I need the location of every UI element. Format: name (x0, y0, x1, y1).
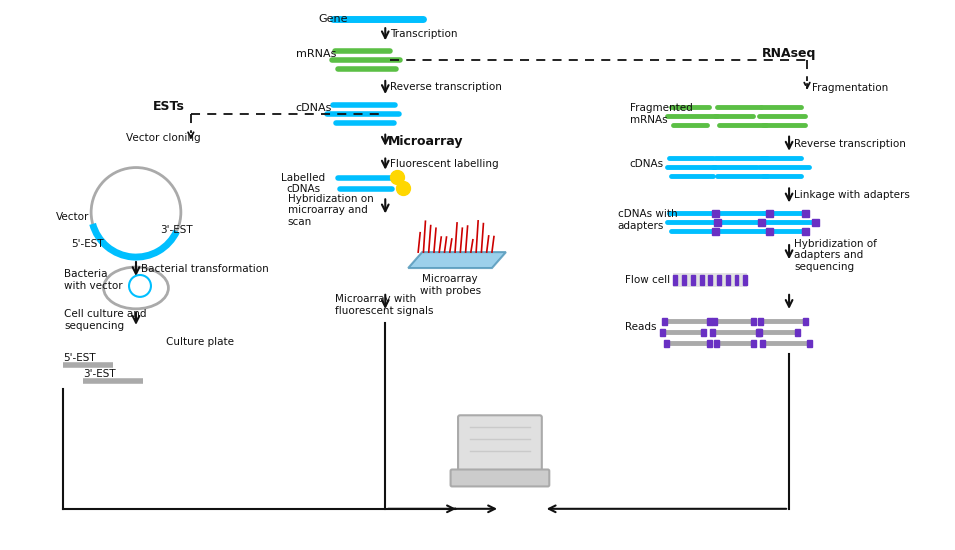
Bar (734, 275, 738, 285)
Bar (812, 219, 819, 226)
Text: Fragmented
mRNAs: Fragmented mRNAs (629, 103, 692, 125)
Text: RNAseq: RNAseq (762, 47, 817, 59)
Text: Vector: Vector (56, 212, 90, 222)
Text: Linkage with adapters: Linkage with adapters (794, 190, 910, 200)
Bar (714, 219, 721, 226)
Text: 3'-EST: 3'-EST (83, 370, 116, 379)
Text: Bacterial transformation: Bacterial transformation (141, 264, 268, 274)
Text: Labelled
cDNAs: Labelled cDNAs (282, 173, 326, 194)
Bar (663, 318, 668, 324)
Text: 3'-EST: 3'-EST (159, 226, 193, 235)
Bar (673, 275, 677, 285)
Text: cDNAs: cDNAs (295, 103, 332, 113)
Text: Reverse transcription: Reverse transcription (794, 139, 906, 148)
Bar (682, 275, 686, 285)
Text: Hybridization on
microarray and
scan: Hybridization on microarray and scan (287, 194, 373, 227)
Bar (752, 318, 756, 324)
Bar (758, 318, 763, 324)
Bar (711, 329, 715, 336)
Bar (758, 219, 765, 226)
Bar (712, 228, 719, 235)
Text: Fragmentation: Fragmentation (812, 83, 888, 93)
Text: Bacteria
with vector: Bacteria with vector (64, 269, 123, 291)
Bar (803, 318, 808, 324)
Bar (757, 329, 762, 336)
Text: ESTs: ESTs (153, 100, 185, 113)
Text: cDNAs with
adapters: cDNAs with adapters (618, 210, 677, 231)
Text: Microarray with
fluorescent signals: Microarray with fluorescent signals (335, 294, 434, 316)
Bar (743, 275, 747, 285)
Text: Reads: Reads (625, 322, 656, 332)
Bar (661, 329, 666, 336)
Bar (726, 275, 730, 285)
Polygon shape (408, 252, 506, 268)
Text: Microarray: Microarray (389, 135, 464, 148)
Bar (708, 318, 712, 324)
Bar (712, 210, 719, 217)
Bar (752, 340, 756, 346)
Bar (700, 275, 704, 285)
Bar (802, 228, 809, 235)
Bar (807, 340, 812, 346)
Text: Fluorescent labelling: Fluorescent labelling (391, 159, 499, 169)
Bar (760, 340, 765, 346)
Text: Flow cell: Flow cell (625, 275, 669, 285)
Bar (796, 329, 800, 336)
FancyBboxPatch shape (451, 470, 549, 486)
Bar (802, 210, 809, 217)
Text: mRNAs: mRNAs (295, 49, 336, 59)
Text: Culture plate: Culture plate (166, 337, 234, 346)
Text: Reverse transcription: Reverse transcription (391, 82, 502, 92)
Text: Gene: Gene (318, 14, 348, 24)
Bar (665, 340, 669, 346)
Bar (712, 318, 717, 324)
Bar (766, 210, 774, 217)
Text: Hybridization of
adapters and
sequencing: Hybridization of adapters and sequencing (794, 239, 877, 272)
Text: Microarray
with probes: Microarray with probes (419, 274, 480, 295)
Text: Cell culture and
sequencing: Cell culture and sequencing (64, 309, 147, 331)
Text: cDNAs: cDNAs (629, 158, 664, 168)
Bar (717, 275, 721, 285)
Bar (709, 275, 712, 285)
Text: Transcription: Transcription (391, 29, 457, 39)
Text: Vector cloning: Vector cloning (126, 133, 201, 142)
Bar (766, 228, 774, 235)
FancyBboxPatch shape (458, 415, 541, 471)
Bar (714, 340, 719, 346)
Bar (708, 340, 712, 346)
Bar (690, 275, 695, 285)
Bar (756, 329, 761, 336)
Bar (701, 329, 707, 336)
Text: 5'-EST: 5'-EST (63, 353, 96, 362)
Text: 5'-EST: 5'-EST (72, 239, 104, 249)
